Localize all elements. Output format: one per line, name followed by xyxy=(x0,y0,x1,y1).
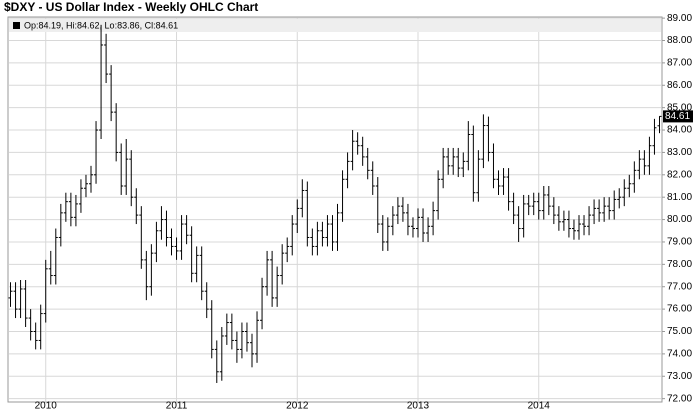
y-tick-label: 87.00 xyxy=(667,58,692,69)
y-tick-label: 76.00 xyxy=(667,304,692,315)
header-swatch xyxy=(13,22,20,29)
last-price-label: 84.61 xyxy=(665,111,690,122)
x-tick-label: 2014 xyxy=(528,401,551,411)
x-tick-label: 2013 xyxy=(407,401,430,411)
y-tick-label: 77.00 xyxy=(667,281,692,292)
y-tick-label: 89.00 xyxy=(667,13,692,24)
chart-title: $DXY - US Dollar Index - Weekly OHLC Cha… xyxy=(4,0,258,14)
y-tick-label: 72.00 xyxy=(667,393,692,404)
y-tick-label: 73.00 xyxy=(667,371,692,382)
y-tick-label: 82.00 xyxy=(667,169,692,180)
x-tick-label: 2012 xyxy=(286,401,309,411)
header-band xyxy=(9,19,661,32)
x-tick-label: 2010 xyxy=(35,401,58,411)
y-tick-label: 85.00 xyxy=(667,102,692,113)
y-tick-label: 88.00 xyxy=(667,35,692,46)
y-tick-label: 83.00 xyxy=(667,147,692,158)
y-tick-label: 74.00 xyxy=(667,349,692,360)
y-tick-label: 75.00 xyxy=(667,326,692,337)
plot-area xyxy=(7,16,663,403)
y-tick-label: 80.00 xyxy=(667,214,692,225)
y-tick-label: 79.00 xyxy=(667,237,692,248)
y-tick-label: 86.00 xyxy=(667,80,692,91)
y-tick-label: 78.00 xyxy=(667,259,692,270)
y-tick-label: 84.00 xyxy=(667,125,692,136)
last-price-box xyxy=(663,110,693,123)
y-tick-label: 81.00 xyxy=(667,192,692,203)
x-tick-label: 2011 xyxy=(166,401,188,411)
